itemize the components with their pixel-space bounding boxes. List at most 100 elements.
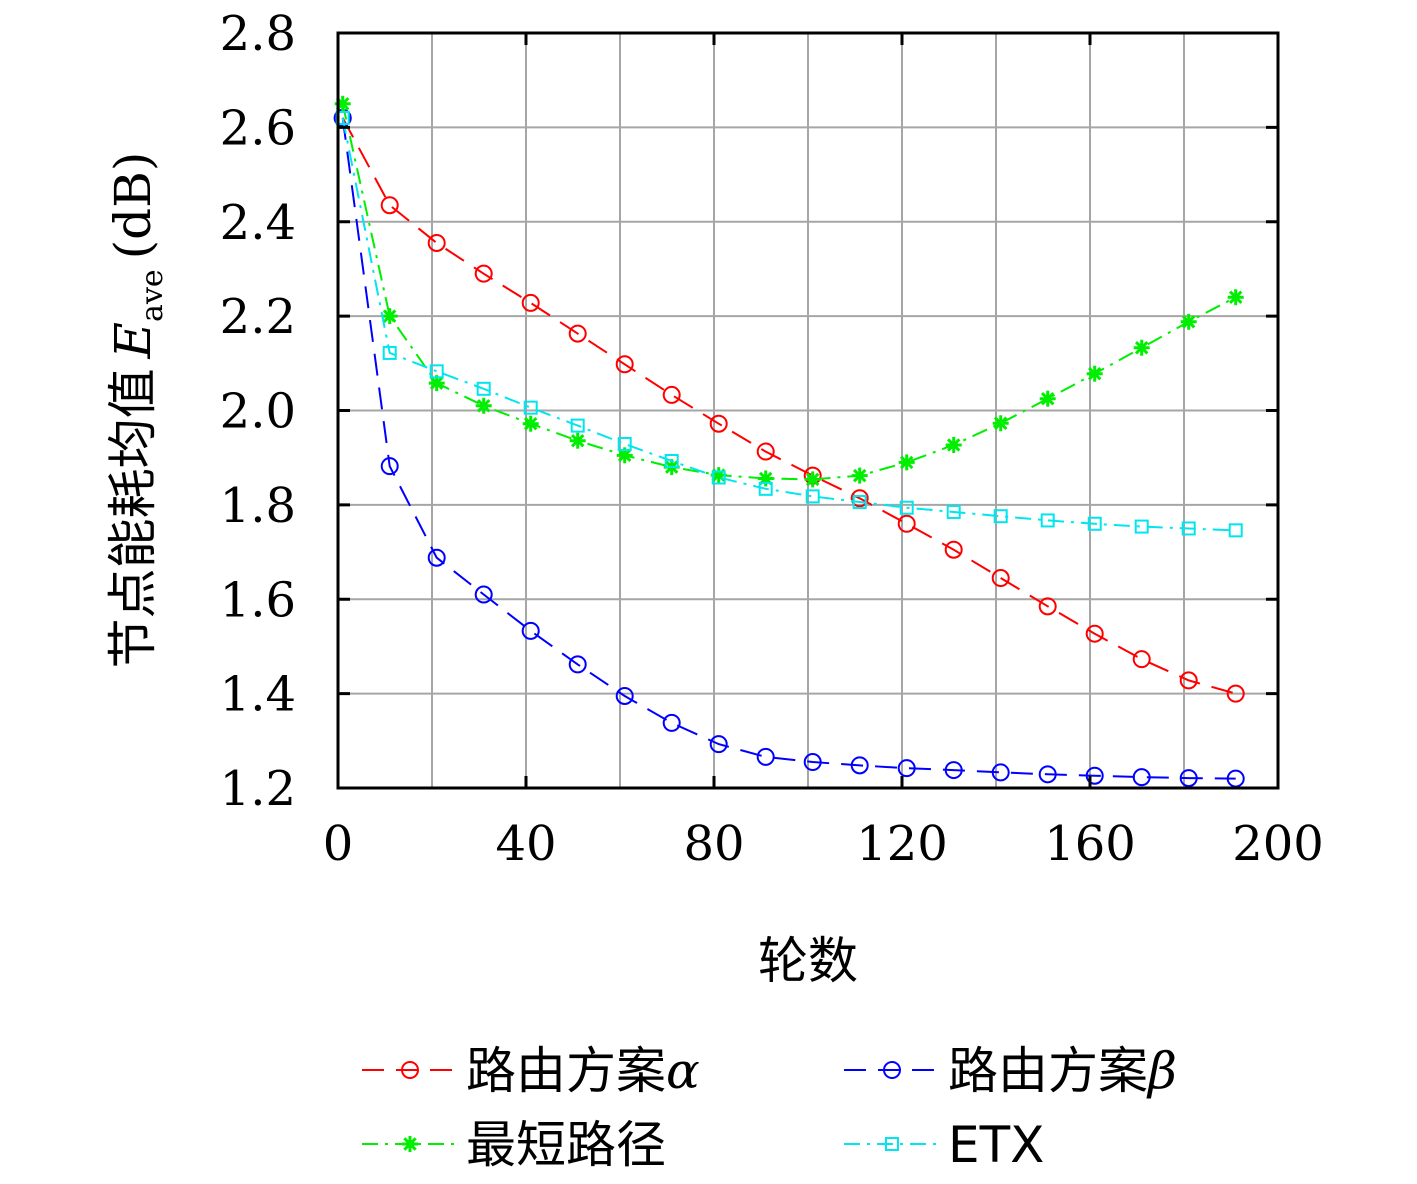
x-tick-label: 120: [856, 816, 948, 872]
data-point: [570, 418, 585, 433]
data-point: [1132, 768, 1151, 787]
data-point: [758, 481, 773, 496]
series-line-3: [341, 117, 1236, 532]
legend-item-2: 最短路径: [362, 1116, 666, 1174]
legend-item-3: ETX: [844, 1116, 1044, 1174]
data-point: [429, 364, 444, 379]
y-tick-label: 1.2: [220, 761, 296, 817]
series-3: [335, 110, 1243, 538]
data-point: [523, 400, 538, 415]
data-point: [1180, 313, 1197, 330]
data-point: [885, 1137, 899, 1151]
y-axis-label-main: 节点能耗均值: [104, 368, 162, 668]
y-tick-label: 1.4: [220, 667, 296, 723]
data-point: [1038, 765, 1057, 784]
data-point: [569, 432, 586, 449]
x-tick-label: 160: [1044, 816, 1136, 872]
y-tick-label: 2.8: [220, 6, 296, 62]
data-point: [615, 686, 634, 705]
data-point: [662, 385, 681, 404]
data-point: [992, 415, 1009, 432]
data-point: [522, 415, 539, 432]
x-tick-label: 80: [683, 816, 744, 872]
data-point: [381, 308, 398, 325]
data-point: [711, 470, 726, 485]
data-point: [382, 345, 397, 360]
data-point: [521, 293, 540, 312]
data-point: [944, 540, 963, 559]
data-point: [1085, 624, 1104, 643]
data-point: [993, 509, 1008, 524]
data-point: [897, 759, 916, 778]
legend-item-1: 路由方案β: [844, 1042, 1177, 1100]
data-point: [945, 436, 962, 453]
axis-ticks: 0 40 80 120 160 200 1.2 1.4 1.6 1.8 2.0 2.2 2.4 2.6 2.…: [220, 6, 1324, 872]
y-axis-label-symbol: E: [104, 322, 162, 360]
svg-text:路由方案α: 路由方案α: [466, 1042, 700, 1100]
y-tick-label: 2.4: [220, 195, 296, 251]
series-2: [334, 95, 1244, 488]
y-axis-label-subscript: ave: [135, 269, 170, 322]
data-point: [756, 442, 775, 461]
legend-label-2: 最短路径: [466, 1116, 666, 1174]
data-point: [899, 500, 914, 515]
data-point: [851, 467, 868, 484]
data-point: [1132, 650, 1151, 669]
y-tick-label: 1.6: [220, 572, 296, 628]
data-point: [1086, 365, 1103, 382]
data-point: [883, 1061, 901, 1079]
data-point: [991, 569, 1010, 588]
data-point: [617, 437, 632, 452]
y-tick-label: 2.2: [220, 289, 296, 345]
data-point: [1134, 519, 1149, 534]
legend-label-1: 路由方案: [948, 1042, 1148, 1100]
data-point: [1039, 390, 1056, 407]
data-point: [850, 756, 869, 775]
data-point: [402, 1136, 418, 1152]
data-point: [897, 514, 916, 533]
data-point: [1179, 769, 1198, 788]
legend-swatch-2: [362, 1136, 458, 1152]
x-axis-label: 轮数: [758, 932, 858, 990]
data-point: [991, 763, 1010, 782]
legend-label-0: 路由方案: [466, 1042, 666, 1100]
data-point: [1133, 339, 1150, 356]
data-point: [664, 453, 679, 468]
legend-swatch-3: [844, 1137, 940, 1151]
data-point: [709, 735, 728, 754]
data-point: [944, 761, 963, 780]
data-point: [521, 621, 540, 640]
svg-text:节点能耗均值Eave(dB): 节点能耗均值 Eave (dB): [104, 152, 170, 669]
data-point: [615, 355, 634, 374]
x-tick-label: 0: [323, 816, 354, 872]
data-point: [1085, 766, 1104, 785]
data-point: [1179, 671, 1198, 690]
data-point: [1226, 684, 1245, 703]
data-point: [475, 397, 492, 414]
y-axis-label-unit: (dB): [104, 152, 162, 260]
data-point: [1040, 513, 1055, 528]
data-point: [1087, 516, 1102, 531]
y-axis-label: 节点能耗均值 Eave (dB): [104, 152, 170, 669]
x-tick-label: 200: [1232, 816, 1324, 872]
svg-text:路由方案β: 路由方案β: [948, 1042, 1177, 1100]
data-point: [568, 655, 587, 674]
data-point: [474, 585, 493, 604]
legend-symbol-1: β: [1146, 1042, 1177, 1100]
data-point: [476, 381, 491, 396]
data-point: [852, 495, 867, 510]
data-point: [380, 196, 399, 215]
data-point: [805, 489, 820, 504]
legend-label-3: ETX: [948, 1116, 1044, 1174]
data-point: [474, 264, 493, 283]
legend-swatch-0: [362, 1061, 458, 1079]
data-point: [1181, 521, 1196, 536]
data-point: [1038, 597, 1057, 616]
data-point: [709, 414, 728, 433]
data-point: [756, 747, 775, 766]
data-point: [1227, 289, 1244, 306]
data-point: [401, 1061, 419, 1079]
legend-swatch-1: [844, 1061, 940, 1079]
series-group: [333, 95, 1245, 788]
